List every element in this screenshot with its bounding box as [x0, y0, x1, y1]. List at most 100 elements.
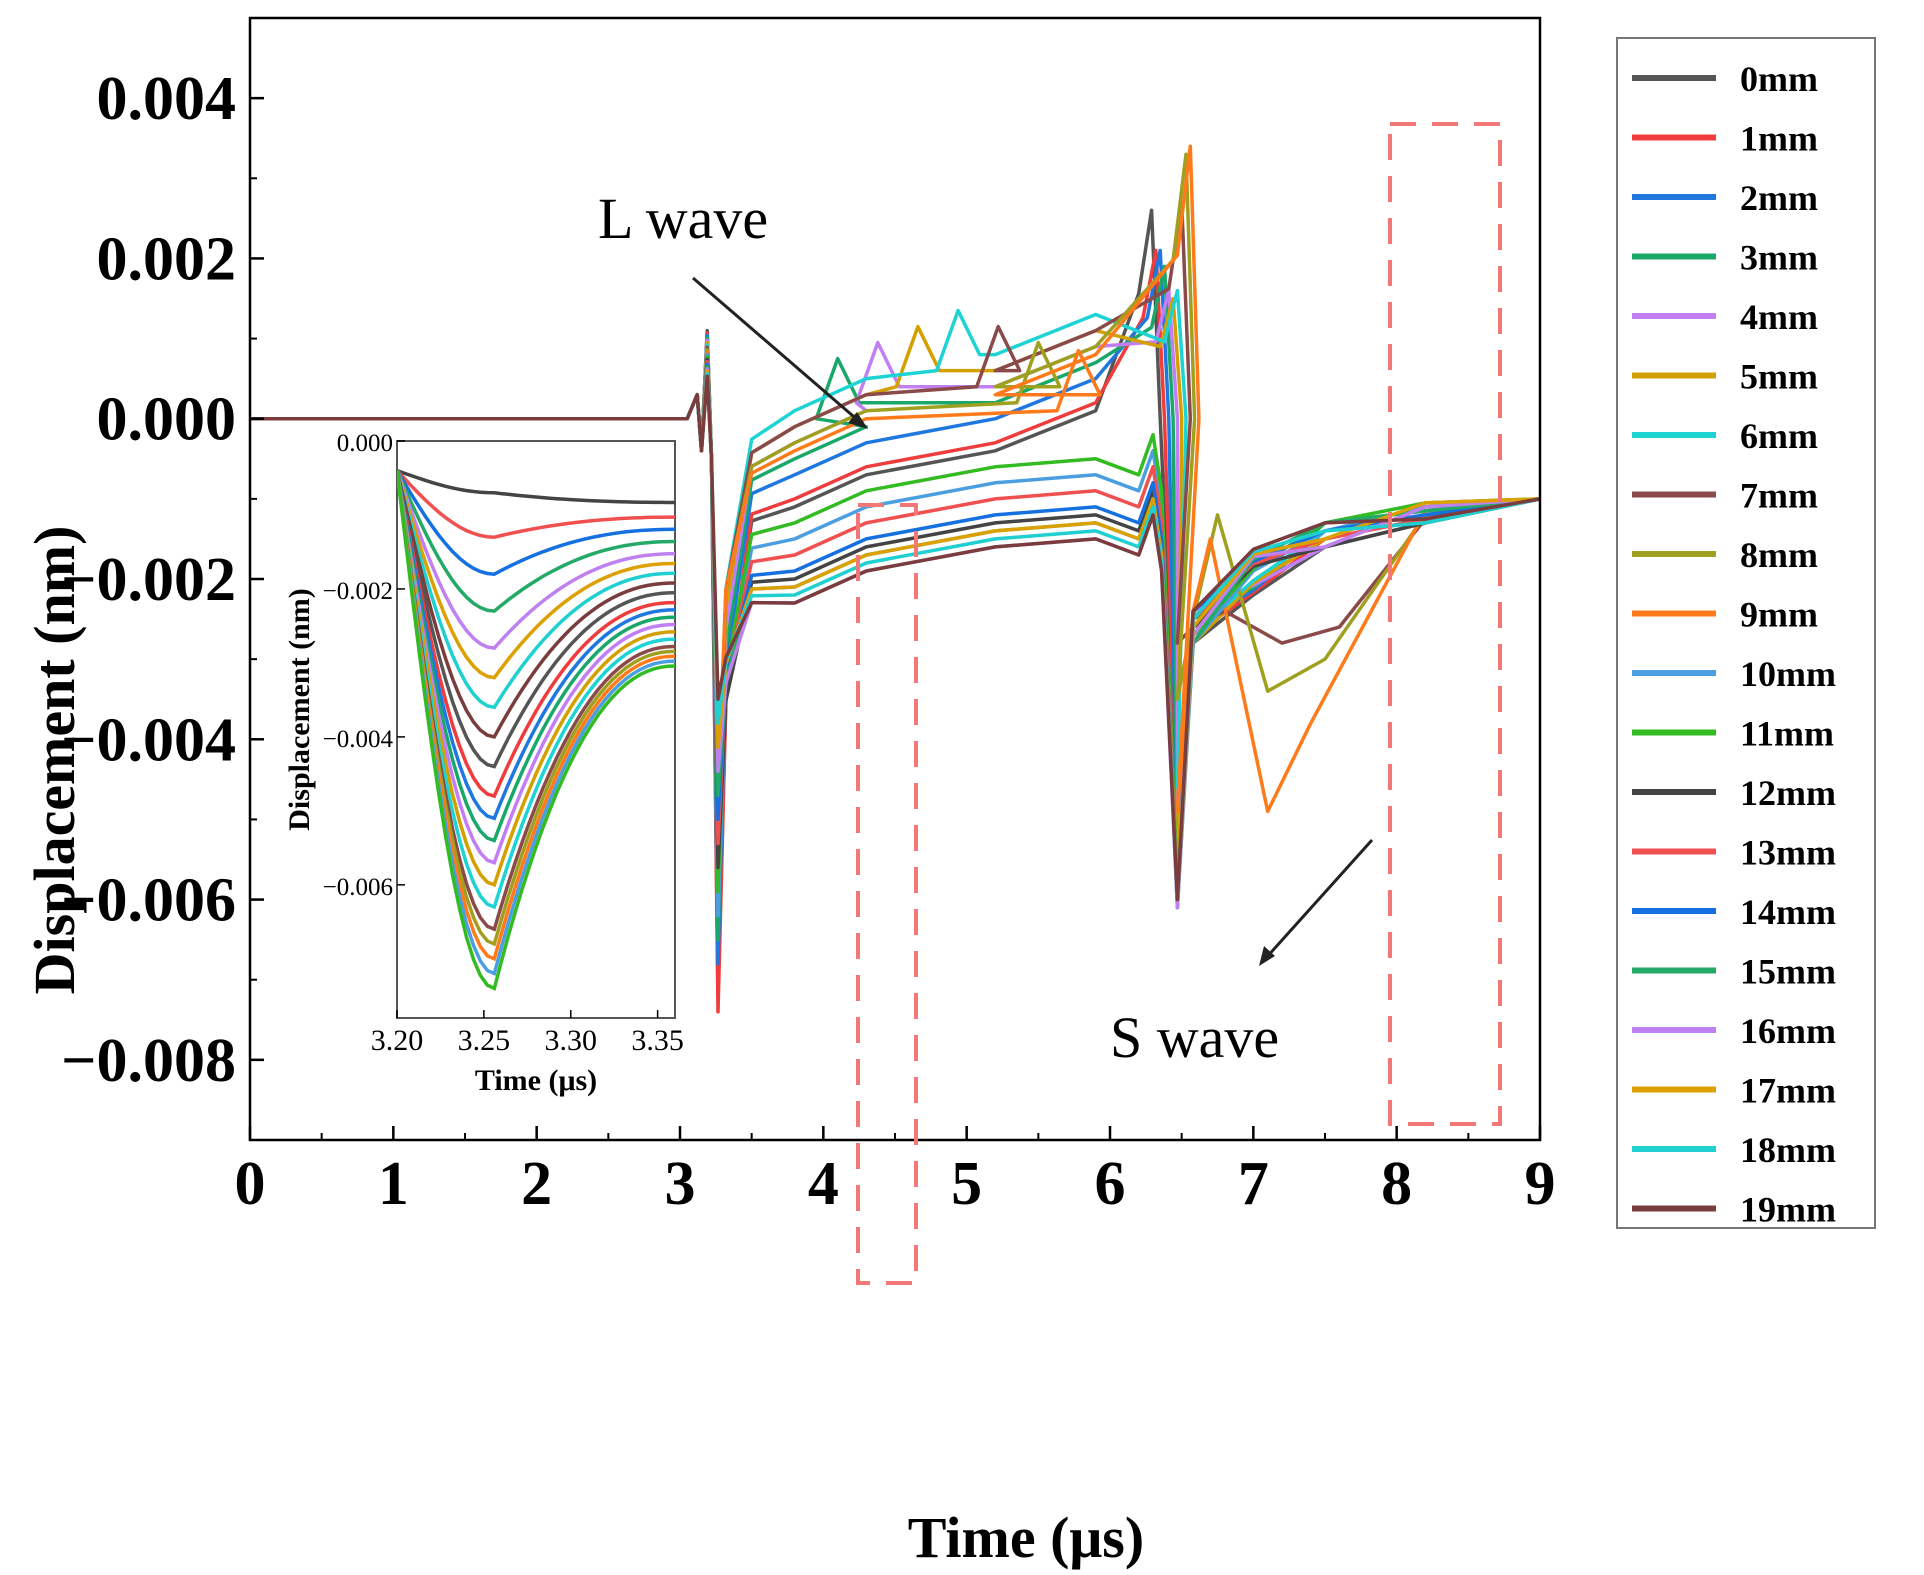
inset-series-line [397, 470, 675, 991]
l-wave-highlight-box [856, 503, 918, 1285]
inset-x-tick-label: 3.25 [458, 1024, 511, 1057]
legend-label: 0mm [1740, 59, 1818, 99]
y-tick-label: 0.004 [97, 65, 237, 133]
legend-item: 15mm [1632, 952, 1836, 992]
legend-label: 10mm [1740, 654, 1836, 694]
inset-series-line [397, 470, 675, 865]
legend-item: 10mm [1632, 654, 1836, 694]
legend-label: 1mm [1740, 119, 1818, 159]
legend-item: 12mm [1632, 773, 1836, 813]
legend-item: 14mm [1632, 892, 1836, 932]
y-tick-label: −0.008 [61, 1027, 236, 1095]
y-tick-label: 0.002 [97, 225, 237, 293]
inset-y-tick-label: −0.004 [323, 726, 394, 753]
legend-item: 1mm [1632, 119, 1818, 159]
legend-item: 13mm [1632, 833, 1836, 873]
main-tick-labels: 0 1 2 3 4 5 6 7 8 9 0.004 0.002 0.000 −0.002 −0.004 −0.… [61, 65, 1555, 1218]
inset-y-tick-label: 0.000 [337, 430, 393, 457]
inset-series-line [397, 470, 675, 710]
x-axis-title: Time (μs) [908, 1505, 1144, 1570]
inset-curves [397, 468, 675, 991]
inset-series-line [397, 470, 675, 932]
x-tick-label: 7 [1238, 1150, 1269, 1218]
inset-series-line [397, 470, 675, 888]
inset-x-axis-title: Time (μs) [475, 1064, 597, 1097]
legend-label: 8mm [1740, 535, 1818, 575]
inset-chart: 3.20 3.25 3.30 3.35 0.000 −0.002 −0.004 −0.006 T… [283, 430, 684, 1097]
legend-label: 15mm [1740, 952, 1836, 992]
legend: 0mm 1mm 2mm 3mm 4mm 5mm 6mm 7mm 8mm 9mm 10mm 11mm 12… [1616, 37, 1876, 1230]
legend-label: 17mm [1740, 1071, 1836, 1111]
inset-series-line [397, 469, 675, 576]
y-tick-label: −0.004 [61, 706, 236, 774]
inset-series-line [397, 470, 675, 680]
inset-series-line [397, 470, 675, 821]
legend-label: 13mm [1740, 833, 1836, 873]
legend-item: 11mm [1632, 714, 1834, 754]
inset-y-axis-title: Displacement (nm) [283, 588, 316, 830]
legend-label: 19mm [1740, 1190, 1836, 1230]
s-wave-highlight-box [1388, 122, 1502, 1126]
y-axis-title: Displacement (nm) [22, 526, 87, 995]
legend-item: 2mm [1632, 178, 1818, 218]
legend-label: 2mm [1740, 178, 1818, 218]
s-wave-arrow [1264, 838, 1374, 960]
x-tick-label: 9 [1525, 1150, 1556, 1218]
inset-series-line [397, 469, 675, 613]
inset-series-line [397, 470, 675, 910]
inset-x-tick-label: 3.30 [545, 1024, 598, 1057]
legend-label: 7mm [1740, 476, 1818, 516]
x-tick-label: 4 [808, 1150, 839, 1218]
l-wave-arrow [692, 276, 861, 424]
inset-series-line [397, 470, 675, 843]
y-tick-label: 0.000 [97, 386, 237, 454]
inset-x-tick-label: 3.35 [631, 1024, 684, 1057]
legend-label: 14mm [1740, 892, 1836, 932]
legend-item: 5mm [1632, 357, 1818, 397]
x-tick-label: 3 [665, 1150, 696, 1218]
legend-item: 17mm [1632, 1071, 1836, 1111]
s-wave-label: S wave [1110, 1005, 1279, 1070]
l-wave-annotation: L wave [598, 186, 868, 429]
inset-series-line [397, 470, 675, 650]
inset-series-line [397, 470, 675, 769]
inset-series-line [397, 468, 675, 505]
legend-label: 4mm [1740, 297, 1818, 337]
x-tick-label: 2 [521, 1150, 552, 1218]
x-tick-label: 6 [1095, 1150, 1126, 1218]
s-wave-annotation: S wave [1110, 838, 1374, 1070]
legend-item: 6mm [1632, 416, 1818, 456]
y-tick-label: −0.006 [61, 867, 236, 935]
legend-label: 5mm [1740, 357, 1818, 397]
inset-x-tick-label: 3.20 [371, 1024, 424, 1057]
legend-item: 9mm [1632, 595, 1818, 635]
legend-label: 11mm [1740, 714, 1834, 754]
y-tick-label: −0.002 [61, 546, 236, 614]
legend-label: 3mm [1740, 238, 1818, 278]
s-wave-arrowhead [1259, 946, 1275, 966]
series-line-19mm [250, 374, 1540, 902]
inset-series-line [397, 470, 675, 739]
legend-item: 0mm [1632, 59, 1818, 99]
l-wave-arrowhead [848, 412, 868, 429]
inset-series-line [397, 469, 675, 539]
l-wave-label: L wave [598, 186, 768, 251]
inset-y-tick-label: −0.002 [323, 578, 393, 605]
legend-item: 18mm [1632, 1130, 1836, 1170]
main-plot-area [250, 144, 1540, 1014]
legend-label: 12mm [1740, 773, 1836, 813]
legend-label: 9mm [1740, 595, 1818, 635]
legend-label: 6mm [1740, 416, 1818, 456]
legend-label: 16mm [1740, 1011, 1836, 1051]
legend-item: 7mm [1632, 476, 1818, 516]
legend-label: 18mm [1740, 1130, 1836, 1170]
inset-y-tick-label: −0.006 [323, 874, 393, 901]
x-tick-label: 8 [1381, 1150, 1412, 1218]
legend-item: 19mm [1632, 1190, 1836, 1230]
legend-item: 4mm [1632, 297, 1818, 337]
legend-item: 3mm [1632, 238, 1818, 278]
x-tick-label: 1 [378, 1150, 409, 1218]
legend-item: 16mm [1632, 1011, 1836, 1051]
